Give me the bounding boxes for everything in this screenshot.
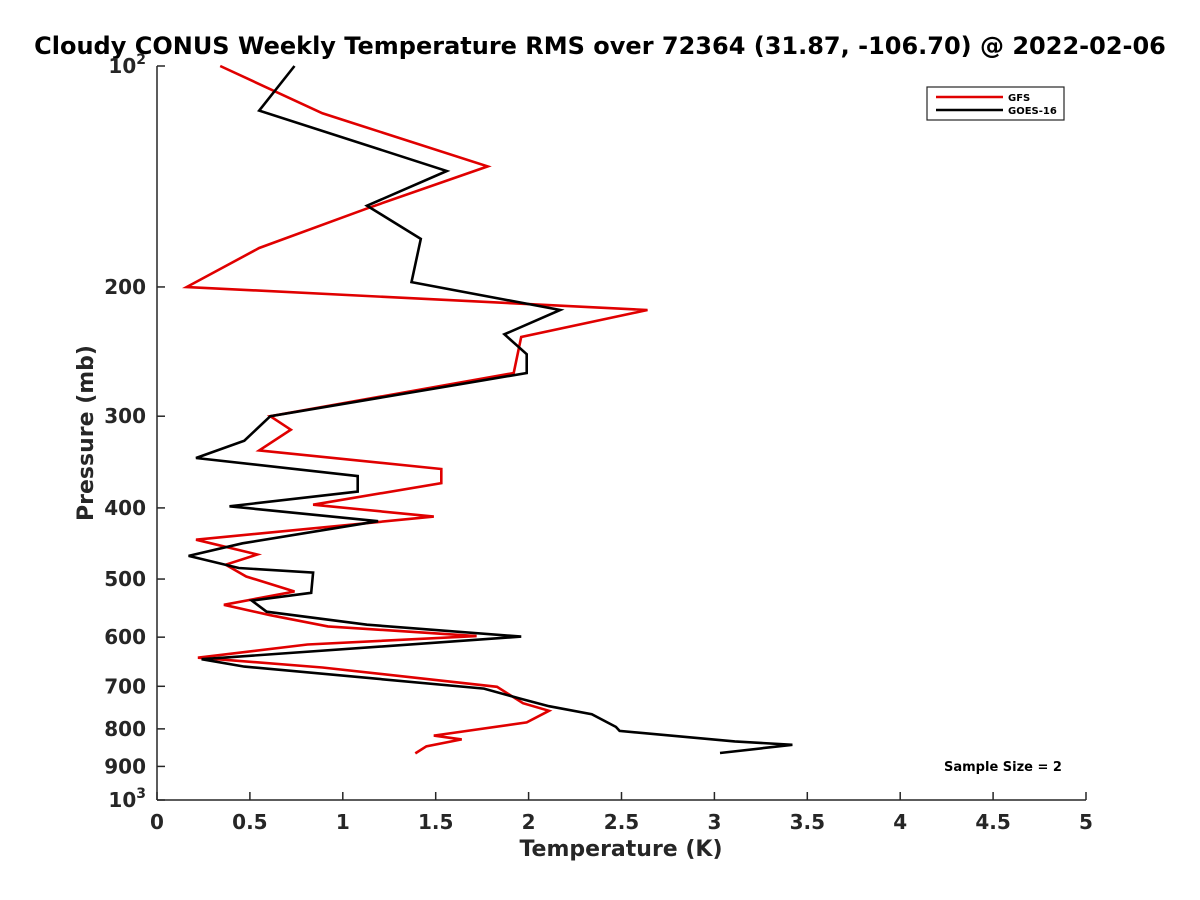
y-tick-label: 900 — [104, 754, 146, 778]
x-tick-label: 4.5 — [975, 810, 1010, 834]
x-tick-label: 0.5 — [232, 810, 267, 834]
y-tick-label: 200 — [104, 275, 146, 299]
legend: GFS GOES-16 — [926, 86, 1065, 121]
plot-lines — [181, 64, 793, 755]
legend-label-goes16: GOES-16 — [1008, 106, 1057, 117]
y-tick-label: 600 — [104, 625, 146, 649]
x-tick-label: 2.5 — [604, 810, 639, 834]
x-tick-label: 4 — [893, 810, 907, 834]
x-tick-label: 5 — [1079, 810, 1093, 834]
x-tick-label: 1.5 — [418, 810, 453, 834]
x-tick-label: 1 — [336, 810, 350, 834]
x-axis-label: Temperature (K) — [519, 837, 722, 862]
x-tick-label: 3 — [707, 810, 721, 834]
x-tick-label: 0 — [150, 810, 164, 834]
series-line-gfs — [181, 64, 648, 755]
legend-box — [926, 86, 1065, 121]
chart-title: Cloudy CONUS Weekly Temperature RMS over… — [34, 32, 1166, 60]
sample-size-annotation: Sample Size = 2 — [944, 760, 1062, 775]
y-tick-label: 103 — [108, 786, 146, 812]
y-axis-label: Pressure (mb) — [74, 345, 99, 521]
y-axis-ticks: 102 200 300 400 500 600 700 800 900 103 — [104, 52, 165, 812]
x-tick-label: 3.5 — [790, 810, 825, 834]
y-tick-label: 500 — [104, 567, 146, 591]
y-tick-label: 102 — [108, 52, 146, 78]
y-tick-label: 300 — [104, 404, 146, 428]
y-tick-label: 400 — [104, 496, 146, 520]
legend-label-gfs: GFS — [1008, 93, 1030, 104]
x-tick-label: 2 — [522, 810, 536, 834]
x-axis-ticks: 0 0.5 1 1.5 2 2.5 3 3.5 4 4.5 5 — [150, 792, 1093, 834]
y-tick-label: 800 — [104, 717, 146, 741]
series-line-goes16 — [188, 65, 793, 755]
y-tick-label: 700 — [104, 674, 146, 698]
